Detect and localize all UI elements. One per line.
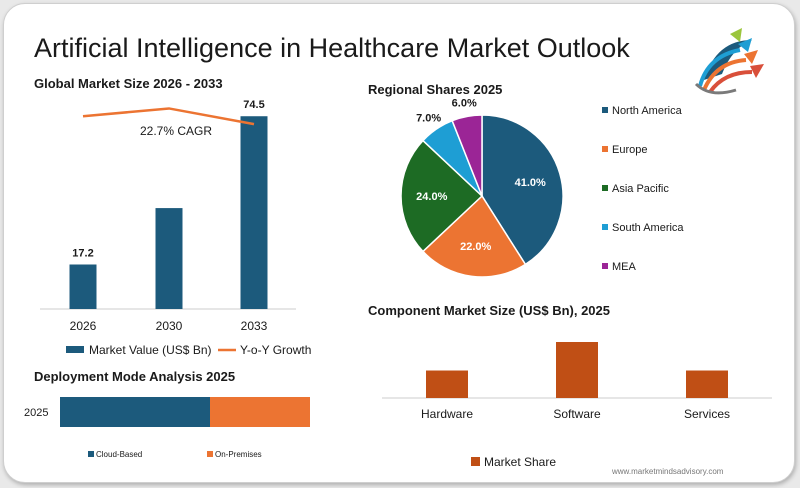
bar-data-label: 74.5 bbox=[243, 99, 264, 111]
bar bbox=[155, 208, 183, 309]
x-tick-label: Services bbox=[684, 407, 730, 421]
x-tick-label: Hardware bbox=[421, 407, 473, 421]
page-title: Artificial Intelligence in Healthcare Ma… bbox=[34, 33, 630, 63]
legend-swatch bbox=[602, 185, 608, 191]
growth-line bbox=[82, 107, 255, 126]
legend-swatch bbox=[602, 224, 608, 230]
bar bbox=[556, 342, 598, 398]
cagr-annotation: 22.7% CAGR bbox=[140, 124, 212, 138]
market-size-chart-title: Global Market Size 2026 - 2033 bbox=[34, 76, 223, 91]
legend-swatch-market-share bbox=[471, 457, 480, 466]
x-tick-label: Software bbox=[553, 407, 601, 421]
legend-label: Cloud-Based bbox=[96, 450, 142, 459]
legend-swatch bbox=[602, 263, 608, 269]
legend-swatch bbox=[602, 146, 608, 152]
stacked-bar-segment bbox=[60, 397, 210, 427]
logo-icon bbox=[694, 28, 764, 95]
bar bbox=[426, 370, 468, 398]
watermark-text: www.marketmindsadvisory.com bbox=[611, 467, 724, 476]
component-chart: Hardware Software Services Market Share bbox=[382, 342, 772, 469]
bar bbox=[686, 370, 728, 398]
y-tick-label: 2025 bbox=[24, 407, 48, 419]
legend-label: On-Premises bbox=[215, 450, 262, 459]
pie-slice bbox=[421, 194, 527, 278]
pie-slice bbox=[451, 114, 483, 197]
legend-swatch bbox=[602, 107, 608, 113]
pie-data-label: 41.0% bbox=[515, 177, 546, 189]
legend-swatch bbox=[207, 451, 213, 457]
pie-data-label: 22.0% bbox=[460, 241, 491, 253]
regional-shares-chart-title: Regional Shares 2025 bbox=[368, 82, 502, 97]
legend-label-market-share: Market Share bbox=[484, 455, 556, 469]
stacked-bar-segment bbox=[210, 397, 310, 427]
deployment-chart-title: Deployment Mode Analysis 2025 bbox=[34, 369, 235, 384]
pie-data-label: 7.0% bbox=[416, 112, 441, 124]
bar-data-label: 17.2 bbox=[72, 247, 93, 259]
x-tick-label: 2026 bbox=[70, 319, 97, 333]
legend-label: North America bbox=[612, 105, 683, 117]
component-chart-title: Component Market Size (US$ Bn), 2025 bbox=[368, 303, 610, 318]
bar bbox=[69, 264, 97, 309]
legend-swatch bbox=[88, 451, 94, 457]
x-tick-label: 2030 bbox=[156, 319, 183, 333]
legend-label: Europe bbox=[612, 144, 647, 156]
market-size-chart: 17.2 2026 2030 74.5 2033 22.7% CAGR Market Val… bbox=[40, 99, 311, 357]
deployment-chart: 2025 Cloud-Based On-Premises bbox=[24, 397, 310, 459]
pie-data-label: 6.0% bbox=[452, 98, 477, 110]
legend-label: MEA bbox=[612, 261, 637, 273]
regional-shares-chart: 41.0% 22.0% 24.0% 7.0% 6.0% North America Euro… bbox=[400, 98, 684, 278]
legend-swatch-market-value bbox=[66, 346, 84, 353]
legend-label: Asia Pacific bbox=[612, 183, 669, 195]
legend-label: South America bbox=[612, 222, 684, 234]
bar bbox=[240, 116, 268, 309]
pie-slice bbox=[400, 139, 484, 253]
pie-data-label: 24.0% bbox=[416, 191, 447, 203]
legend-label-growth: Y-o-Y Growth bbox=[240, 343, 311, 357]
x-tick-label: 2033 bbox=[241, 319, 268, 333]
legend-label-market-value: Market Value (US$ Bn) bbox=[89, 343, 212, 357]
